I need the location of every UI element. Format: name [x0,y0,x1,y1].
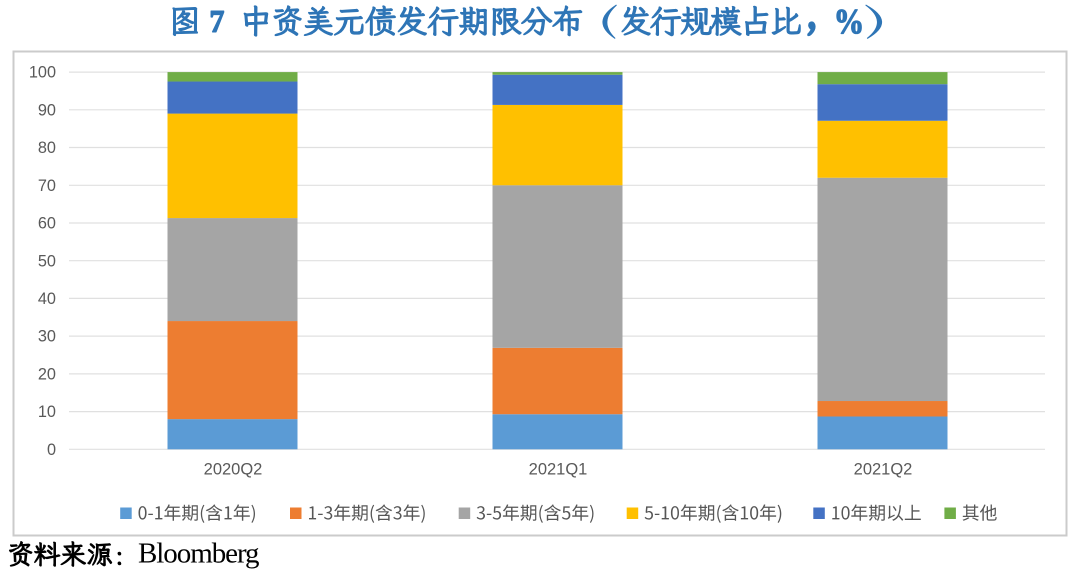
svg-text:Bloomberg: Bloomberg [138,537,259,569]
svg-text:30: 30 [38,328,56,346]
svg-text:2020Q2: 2020Q2 [204,461,263,479]
svg-text:50: 50 [38,252,56,270]
svg-text:0: 0 [47,441,56,459]
svg-text:60: 60 [38,215,56,233]
svg-text:40: 40 [38,290,56,308]
svg-text:80: 80 [38,139,56,157]
svg-text:2021Q2: 2021Q2 [854,461,913,479]
svg-text:2021Q1: 2021Q1 [529,461,588,479]
svg-text:100: 100 [29,64,56,82]
svg-text:70: 70 [38,177,56,195]
svg-text:10: 10 [38,403,56,421]
svg-text:90: 90 [38,101,56,119]
svg-text:20: 20 [38,366,56,384]
